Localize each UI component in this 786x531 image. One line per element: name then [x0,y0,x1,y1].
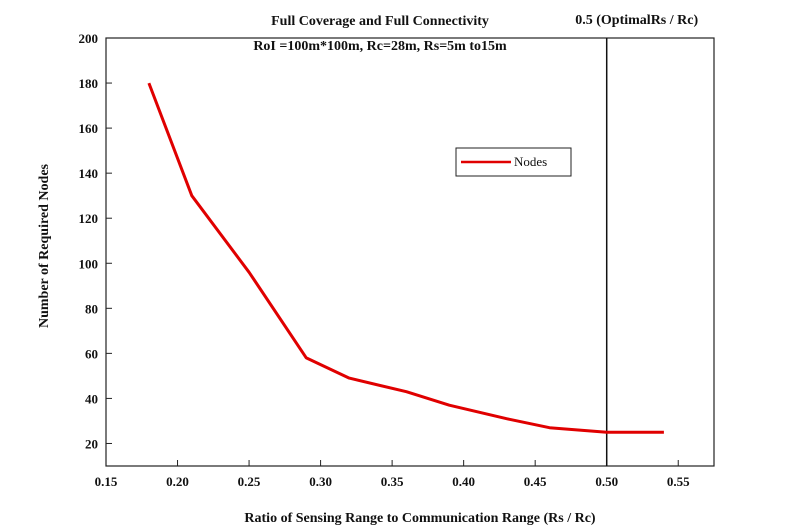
x-axis: 0.15 0.20 0.25 0.30 0.35 0.40 0.45 0.50 0.55 [95,460,690,489]
x-tick-label: 0.55 [667,474,690,489]
plot-frame [105,37,715,467]
x-tick-label: 0.30 [309,474,332,489]
x-tick-label: 0.50 [595,474,618,489]
x-tick-label: 0.45 [524,474,547,489]
y-tick-label: 20 [85,436,98,451]
series-line-nodes [147,82,664,434]
y-tick-label: 200 [79,31,99,46]
x-tick-label: 0.40 [452,474,475,489]
x-tick-label: 0.35 [381,474,404,489]
y-tick-label: 40 [85,391,98,406]
x-tick-label: 0.20 [166,474,189,489]
y-tick-label: 140 [79,166,99,181]
y-axis-label: Number of Required Nodes [37,163,52,328]
x-tick-label: 0.15 [95,474,118,489]
y-tick-label: 80 [85,301,98,316]
y-tick-label: 180 [79,76,99,91]
y-tick-label: 60 [85,346,98,361]
optimal-ratio-label: 0.5 (OptimalRs / Rc) [575,13,698,28]
x-tick-label: 0.25 [238,474,261,489]
y-tick-label: 100 [79,256,99,271]
chart-title: Full Coverage and Full Connectivity [271,14,489,29]
legend: Nodes [455,147,572,177]
x-axis-label: Ratio of Sensing Range to Communication … [244,511,596,526]
y-tick-label: 160 [79,121,99,136]
legend-label-nodes: Nodes [514,154,547,169]
nodes-series [147,82,664,434]
chart-subtitle: RoI =100m*100m, Rc=28m, Rs=5m to15m [253,39,507,54]
y-tick-label: 120 [79,211,99,226]
y-axis: 20 40 60 80 100 120 140 160 180 200 [79,31,112,451]
